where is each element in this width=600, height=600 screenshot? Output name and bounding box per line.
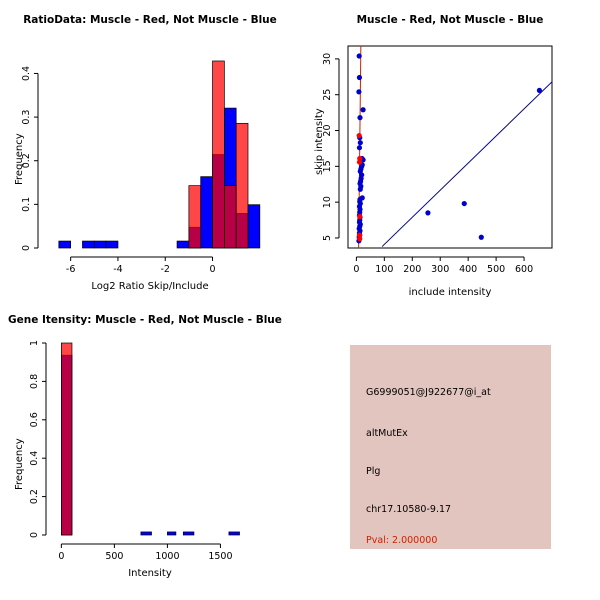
scatter-point-not-muscle <box>478 234 484 240</box>
ratio-histogram-x-axis-label: Log2 Ratio Skip/Include <box>91 281 209 292</box>
scatter-y-tick-label: 5 <box>322 235 333 241</box>
scatter-x-tick-label: 0 <box>353 264 359 275</box>
scatter-point-not-muscle <box>356 53 362 59</box>
locus-text: chr17.10580-9.17 <box>366 504 452 515</box>
gene-intensity-x-axis-label: Intensity <box>128 568 172 579</box>
gene-bar-not-muscle <box>140 531 152 536</box>
gene-y-tick-label: 0.4 <box>29 451 40 466</box>
ratio-y-tick-label: 0.3 <box>21 110 32 125</box>
scatter-point-muscle <box>357 236 363 242</box>
scatter-content <box>356 46 552 248</box>
ratio-bar-muscle <box>188 185 202 249</box>
ratio-x-tick-label: 0 <box>210 264 216 275</box>
not-muscle-fit-line <box>381 81 552 247</box>
pval-text: Pval: 2.000000 <box>366 535 438 546</box>
ratio-histogram-title: RatioData: Muscle - Red, Not Muscle - Bl… <box>23 14 277 26</box>
intensity-scatter-x-axis-label: include intensity <box>408 287 492 298</box>
scatter-x-tick-label: 500 <box>487 264 505 275</box>
gene-intensity-y-axis-label: Frequency <box>14 438 25 490</box>
scatter-point-not-muscle <box>357 115 363 121</box>
ratio-x-tick-label: -4 <box>113 264 122 275</box>
gene-bar-not-muscle <box>182 531 195 536</box>
intensity-scatter-canvas: 0 100 200 300 400 500 600 5 10 15 20 25 30 <box>322 45 553 275</box>
event-type-text: altMutEx <box>366 428 408 439</box>
scatter-x-tick-label: 100 <box>375 264 393 275</box>
scatter-point-not-muscle <box>357 186 363 192</box>
ratio-bar-not-muscle <box>58 240 71 249</box>
gene-y-tick-label: 0.8 <box>29 374 40 389</box>
gene-x-tick-label: 1500 <box>208 551 232 562</box>
gene-x-tick-label: 0 <box>58 551 64 562</box>
ratio-y-tick-label: 0.1 <box>21 197 32 212</box>
ratio-histogram-panel: RatioData: Muscle - Red, Not Muscle - Bl… <box>0 0 300 300</box>
intensity-scatter-y-axis-label: skip intensity <box>314 108 325 175</box>
scatter-point-not-muscle <box>461 200 467 207</box>
ratio-bar-not-muscle <box>93 240 107 249</box>
ratio-histogram-y-axis-label: Frequency <box>14 133 25 185</box>
gene-y-tick-label: 1 <box>29 340 40 346</box>
ratio-bar-not-muscle <box>176 240 190 249</box>
gene-symbol-text: Plg <box>366 466 381 477</box>
scatter-y-tick-label: 25 <box>322 89 333 101</box>
scatter-point-not-muscle <box>356 145 363 151</box>
gene-y-tick-label: 0.6 <box>29 412 40 427</box>
scatter-point-not-muscle <box>536 87 543 94</box>
scatter-point-not-muscle <box>357 140 363 146</box>
gene-x-tick-label: 500 <box>105 551 123 562</box>
scatter-x-tick-label: 300 <box>431 264 449 275</box>
scatter-plot-box <box>347 45 553 249</box>
scatter-y-tick-label: 10 <box>322 196 333 208</box>
gene-y-tick-label: 0.2 <box>29 489 40 504</box>
probe-id-text: G6999051@J922677@i_at <box>366 387 491 398</box>
ratio-bar-not-muscle <box>105 240 119 249</box>
probe-info-panel: G6999051@J922677@i_at altMutEx Plg chr17… <box>300 300 600 600</box>
gene-bar-muscle <box>61 342 73 536</box>
gene-intensity-title: Gene Itensity: Muscle - Red, Not Muscle … <box>8 314 282 326</box>
gene-bar-not-muscle <box>167 531 177 536</box>
gene-bar-not-muscle <box>228 531 240 536</box>
ratio-y-tick-label: 0 <box>21 245 32 251</box>
scatter-point-not-muscle <box>425 210 431 216</box>
ratio-bar-muscle <box>212 60 225 249</box>
ratio-histogram-canvas: -6 -4 -2 0 0 0.1 0.2 0.3 0.4 <box>21 60 261 275</box>
scatter-point-not-muscle <box>356 89 362 95</box>
ratio-bar-not-muscle <box>247 204 261 249</box>
ratio-bar-not-muscle <box>200 176 213 249</box>
ratio-bar-muscle <box>224 185 237 249</box>
gene-x-tick-label: 1000 <box>155 551 179 562</box>
scatter-point-not-muscle <box>356 74 363 81</box>
ratio-bar-not-muscle <box>82 240 95 249</box>
scatter-point-muscle <box>356 132 362 139</box>
intensity-scatter-panel: Muscle - Red, Not Muscle - Blue skip int… <box>300 0 600 300</box>
scatter-x-tick-label: 400 <box>459 264 477 275</box>
gene-y-tick-label: 0 <box>29 532 40 538</box>
scatter-x-tick-label: 600 <box>515 264 533 275</box>
ratio-x-tick-label: -6 <box>66 264 75 275</box>
gene-intensity-panel: Gene Itensity: Muscle - Red, Not Muscle … <box>0 300 300 600</box>
gene-intensity-canvas: 0 500 1000 1500 0 0.2 0.4 0.6 0.8 1 <box>29 340 240 562</box>
scatter-y-tick-label: 15 <box>322 160 333 172</box>
scatter-point-muscle <box>357 213 363 220</box>
scatter-point-muscle <box>356 159 363 165</box>
ratio-x-tick-label: -2 <box>160 264 169 275</box>
ratio-bar-muscle <box>235 122 249 249</box>
ratio-y-tick-label: 0.4 <box>21 66 32 81</box>
scatter-x-tick-label: 200 <box>403 264 421 275</box>
scatter-y-tick-label: 30 <box>322 53 333 65</box>
intensity-scatter-title: Muscle - Red, Not Muscle - Blue <box>356 14 544 26</box>
scatter-point-not-muscle <box>360 107 366 113</box>
ratio-y-tick-label: 0.2 <box>21 153 32 168</box>
scatter-y-tick-label: 20 <box>322 124 333 136</box>
probe-info-box: G6999051@J922677@i_at altMutEx Plg chr17… <box>350 345 551 549</box>
